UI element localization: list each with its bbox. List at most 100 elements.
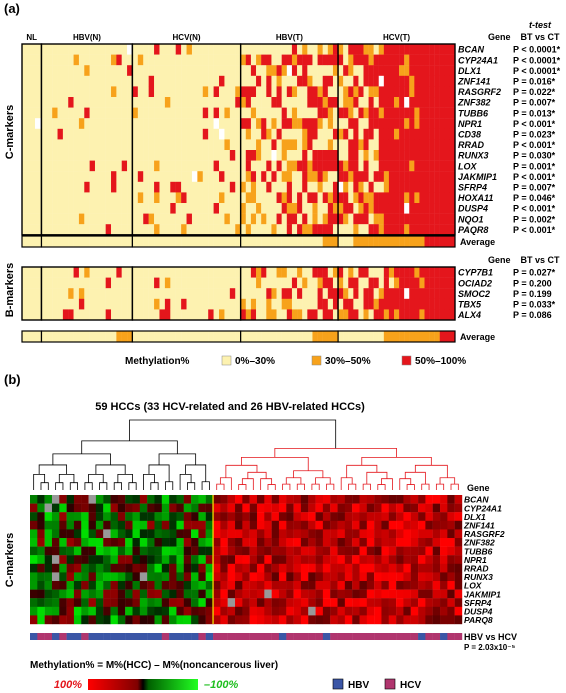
heatmap-cell bbox=[84, 267, 90, 278]
heatmap-cell bbox=[429, 44, 435, 55]
heatmap-cell bbox=[352, 581, 360, 590]
b-test-header: BT vs CT bbox=[520, 255, 560, 265]
heatmap-cell bbox=[78, 107, 85, 119]
heatmap-cell bbox=[73, 581, 82, 590]
heatmap-cell bbox=[327, 224, 334, 235]
heatmap-cell bbox=[205, 606, 214, 616]
heatmap-cell bbox=[229, 309, 236, 321]
heatmap-cell bbox=[202, 54, 209, 66]
heatmap-cell bbox=[358, 107, 364, 119]
heatmap-cell bbox=[235, 288, 241, 299]
heatmap-cell bbox=[250, 181, 257, 193]
heatmap-cell bbox=[121, 65, 128, 76]
heatmap-cell bbox=[266, 160, 272, 172]
heatmap-cell bbox=[154, 298, 160, 310]
heatmap-cell bbox=[449, 192, 456, 204]
panel-a-label: (a) bbox=[4, 1, 20, 16]
heatmap-cell bbox=[388, 150, 395, 161]
dendrogram-branch bbox=[238, 484, 247, 490]
heatmap-cell bbox=[291, 288, 298, 299]
heatmap-cell bbox=[444, 267, 451, 278]
heatmap-cell bbox=[434, 277, 440, 289]
dendrogram-branch bbox=[381, 478, 393, 490]
heatmap-cell bbox=[103, 546, 111, 556]
heatmap-cell bbox=[330, 589, 338, 599]
heatmap-cell bbox=[366, 495, 375, 504]
heatmap-cell bbox=[337, 512, 346, 521]
heatmap-cell bbox=[121, 54, 128, 66]
heatmap-cell bbox=[378, 171, 385, 182]
heatmap-cell bbox=[41, 288, 48, 299]
heatmap-cell bbox=[447, 563, 455, 573]
average-cell bbox=[127, 236, 133, 247]
heatmap-cell bbox=[88, 555, 97, 564]
heatmap-cell bbox=[359, 495, 368, 504]
average-cell bbox=[276, 331, 282, 342]
heatmap-cell bbox=[300, 581, 309, 590]
heatmap-cell bbox=[28, 107, 36, 119]
heatmap-cell bbox=[315, 581, 324, 590]
heatmap-cell bbox=[368, 107, 374, 119]
heatmap-cell bbox=[34, 203, 42, 214]
heatmap-cell bbox=[89, 65, 96, 76]
heatmap-cell bbox=[256, 203, 262, 214]
heatmap-cell bbox=[208, 181, 214, 193]
heatmap-cell bbox=[44, 503, 53, 513]
heatmap-cell bbox=[213, 44, 220, 55]
p-value-label: P < 0.0001* bbox=[513, 55, 561, 65]
heatmap-cell bbox=[429, 267, 435, 278]
heatmap-cell bbox=[344, 598, 353, 607]
heatmap-cell bbox=[449, 44, 456, 55]
heatmap-cell bbox=[327, 181, 334, 193]
heatmap-cell bbox=[95, 520, 104, 530]
heatmap-cell bbox=[242, 546, 250, 556]
heatmap-cell bbox=[175, 192, 182, 204]
heatmap-cell bbox=[132, 598, 141, 607]
heatmap-cell bbox=[84, 128, 90, 140]
heatmap-cell bbox=[394, 86, 400, 98]
heatmap-cell bbox=[127, 139, 133, 151]
heatmap-cell bbox=[250, 54, 257, 66]
heatmap-cell bbox=[332, 150, 339, 161]
heatmap-cell bbox=[322, 615, 331, 625]
heatmap-cell bbox=[22, 128, 29, 140]
heatmap-cell bbox=[348, 75, 354, 87]
heatmap-cell bbox=[327, 192, 334, 204]
heatmap-cell bbox=[46, 160, 53, 172]
heatmap-cell bbox=[235, 107, 241, 119]
heatmap-cell bbox=[148, 128, 155, 140]
heatmap-cell bbox=[434, 309, 440, 321]
heatmap-cell bbox=[28, 75, 36, 87]
heatmap-cell bbox=[266, 309, 272, 321]
heatmap-cell bbox=[161, 503, 170, 513]
heatmap-cell bbox=[330, 598, 338, 607]
heatmap-cell bbox=[127, 65, 133, 76]
heatmap-cell bbox=[425, 598, 433, 607]
heatmap-cell bbox=[358, 86, 364, 98]
heatmap-cell bbox=[366, 546, 375, 556]
heatmap-cell bbox=[116, 128, 122, 140]
heatmap-cell bbox=[429, 213, 435, 225]
heatmap-cell bbox=[308, 598, 316, 607]
heatmap-cell bbox=[429, 298, 435, 310]
heatmap-cell bbox=[394, 128, 400, 140]
heatmap-cell bbox=[78, 277, 85, 289]
heatmap-cell bbox=[409, 160, 415, 172]
average-cell bbox=[327, 236, 334, 247]
heatmap-cell bbox=[224, 224, 231, 235]
hbv-hcv-group-bar bbox=[30, 633, 463, 640]
heatmap-cell bbox=[132, 97, 139, 108]
heatmap-cell bbox=[127, 118, 133, 129]
heatmap-cell bbox=[308, 538, 316, 547]
heatmap-cell bbox=[327, 44, 334, 55]
heatmap-cell bbox=[315, 538, 324, 547]
heatmap-cell bbox=[312, 139, 318, 151]
heatmap-cell bbox=[266, 97, 272, 108]
heatmap-cell bbox=[68, 139, 74, 151]
heatmap-cell bbox=[116, 224, 122, 235]
heatmap-cell bbox=[121, 192, 128, 204]
heatmap-cell bbox=[348, 107, 354, 119]
heatmap-cell bbox=[302, 277, 308, 289]
heatmap-cell bbox=[286, 107, 293, 119]
heatmap-cell bbox=[425, 615, 433, 625]
